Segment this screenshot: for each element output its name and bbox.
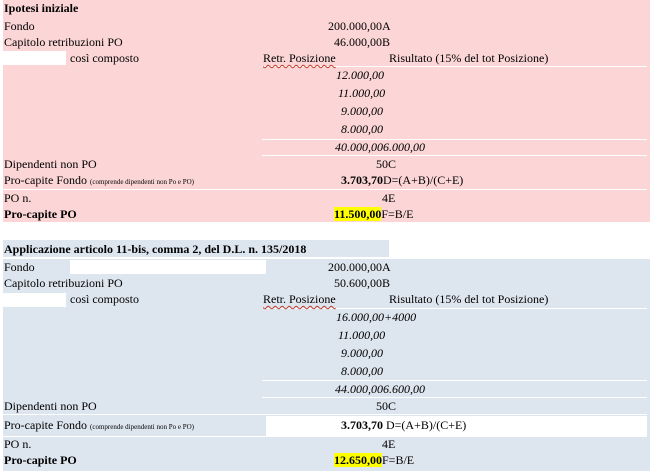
section2-item: 8.000,00 [341, 364, 383, 378]
section1-dipendenti-value: 50C [376, 157, 397, 171]
section1-procapite-fondo-label: Pro-capite Fondo (comprende dipendenti n… [4, 173, 195, 187]
section1-item: 9.000,00 [341, 104, 383, 118]
section2-item: 16.000,00+4000 [336, 310, 417, 324]
section2-divider [262, 380, 647, 381]
section1-title: Ipotesi iniziale [4, 1, 79, 15]
section1-risultato-header: Risultato (15% del tot Posizione) [389, 51, 549, 65]
section2-white-cell [70, 260, 266, 274]
section2-item: 9.000,00 [341, 346, 383, 360]
section2-procapite-po-value: 12.650,00F=B/E [334, 453, 415, 467]
section1-divider [262, 66, 647, 67]
section1-totals: 40.000,006.000,00 [335, 140, 425, 154]
section2-procapite-fondo-value: 3.703,70 D=(A+B)/(C+E) [341, 418, 467, 432]
section1-item: 8.000,00 [341, 122, 383, 136]
section2-capitolo-label: Capitolo retribuzioni PO [4, 276, 123, 290]
section1-capitolo-value: 46.000,00B [334, 35, 391, 49]
section2-divider [3, 414, 647, 415]
section2-po-value: 4E [382, 437, 396, 451]
section2-composto-label: così composto [70, 292, 139, 306]
section2-item: 11.000,00 [338, 328, 386, 342]
section2-title: Applicazione articolo 11-bis, comma 2, d… [4, 242, 307, 256]
section1-procapite-po-value: 11.500,00F=B/E [334, 207, 414, 221]
section2-title-background [3, 240, 389, 257]
section2-divider [262, 308, 647, 309]
section2-totals: 44.000,006.600,00 [335, 382, 425, 396]
section1-dipendenti-label: Dipendenti non PO [4, 157, 97, 171]
section2-divider [262, 397, 647, 398]
section2-white-cell [266, 416, 647, 436]
section1-divider [262, 155, 647, 156]
section1-divider [262, 139, 647, 140]
section1-capitolo-label: Capitolo retribuzioni PO [4, 35, 123, 49]
section1-fondo-label: Fondo [4, 19, 35, 33]
section1-retr-header: Retr. Posizione [263, 51, 336, 65]
section2-white-cell [3, 293, 66, 307]
section2-po-label: PO n. [4, 437, 32, 451]
section2-procapite-fondo-label: Pro-capite Fondo (comprende dipendenti n… [4, 418, 195, 432]
section2-fondo-label: Fondo [4, 260, 35, 274]
section1-procapite-fondo-value: 3.703,70D=(A+B)/(C+E) [341, 173, 464, 187]
section1-composto-label: così composto [70, 51, 139, 65]
section1-po-value: 4E [382, 191, 396, 205]
section2-risultato-header: Risultato (15% del tot Posizione) [389, 292, 549, 306]
section2-dipendenti-label: Dipendenti non PO [4, 399, 97, 413]
section1-procapite-po-label: Pro-capite PO [4, 207, 77, 221]
section2-divider [3, 436, 647, 437]
section2-dipendenti-value: 50C [376, 399, 397, 413]
section1-po-label: PO n. [4, 191, 32, 205]
section1-divider [3, 189, 647, 190]
section2-retr-header: Retr. Posizione [263, 292, 336, 306]
section2-procapite-po-label: Pro-capite PO [4, 453, 77, 467]
section1-item: 12.000,00 [336, 68, 384, 82]
section1-item: 11.000,00 [338, 86, 386, 100]
section1-background [3, 0, 650, 222]
section1-fondo-value: 200.000,00A [328, 19, 391, 33]
section2-fondo-value: 200.000,00A [328, 260, 391, 274]
section1-white-cell [3, 51, 66, 65]
section2-capitolo-value: 50.600,00B [334, 276, 391, 290]
